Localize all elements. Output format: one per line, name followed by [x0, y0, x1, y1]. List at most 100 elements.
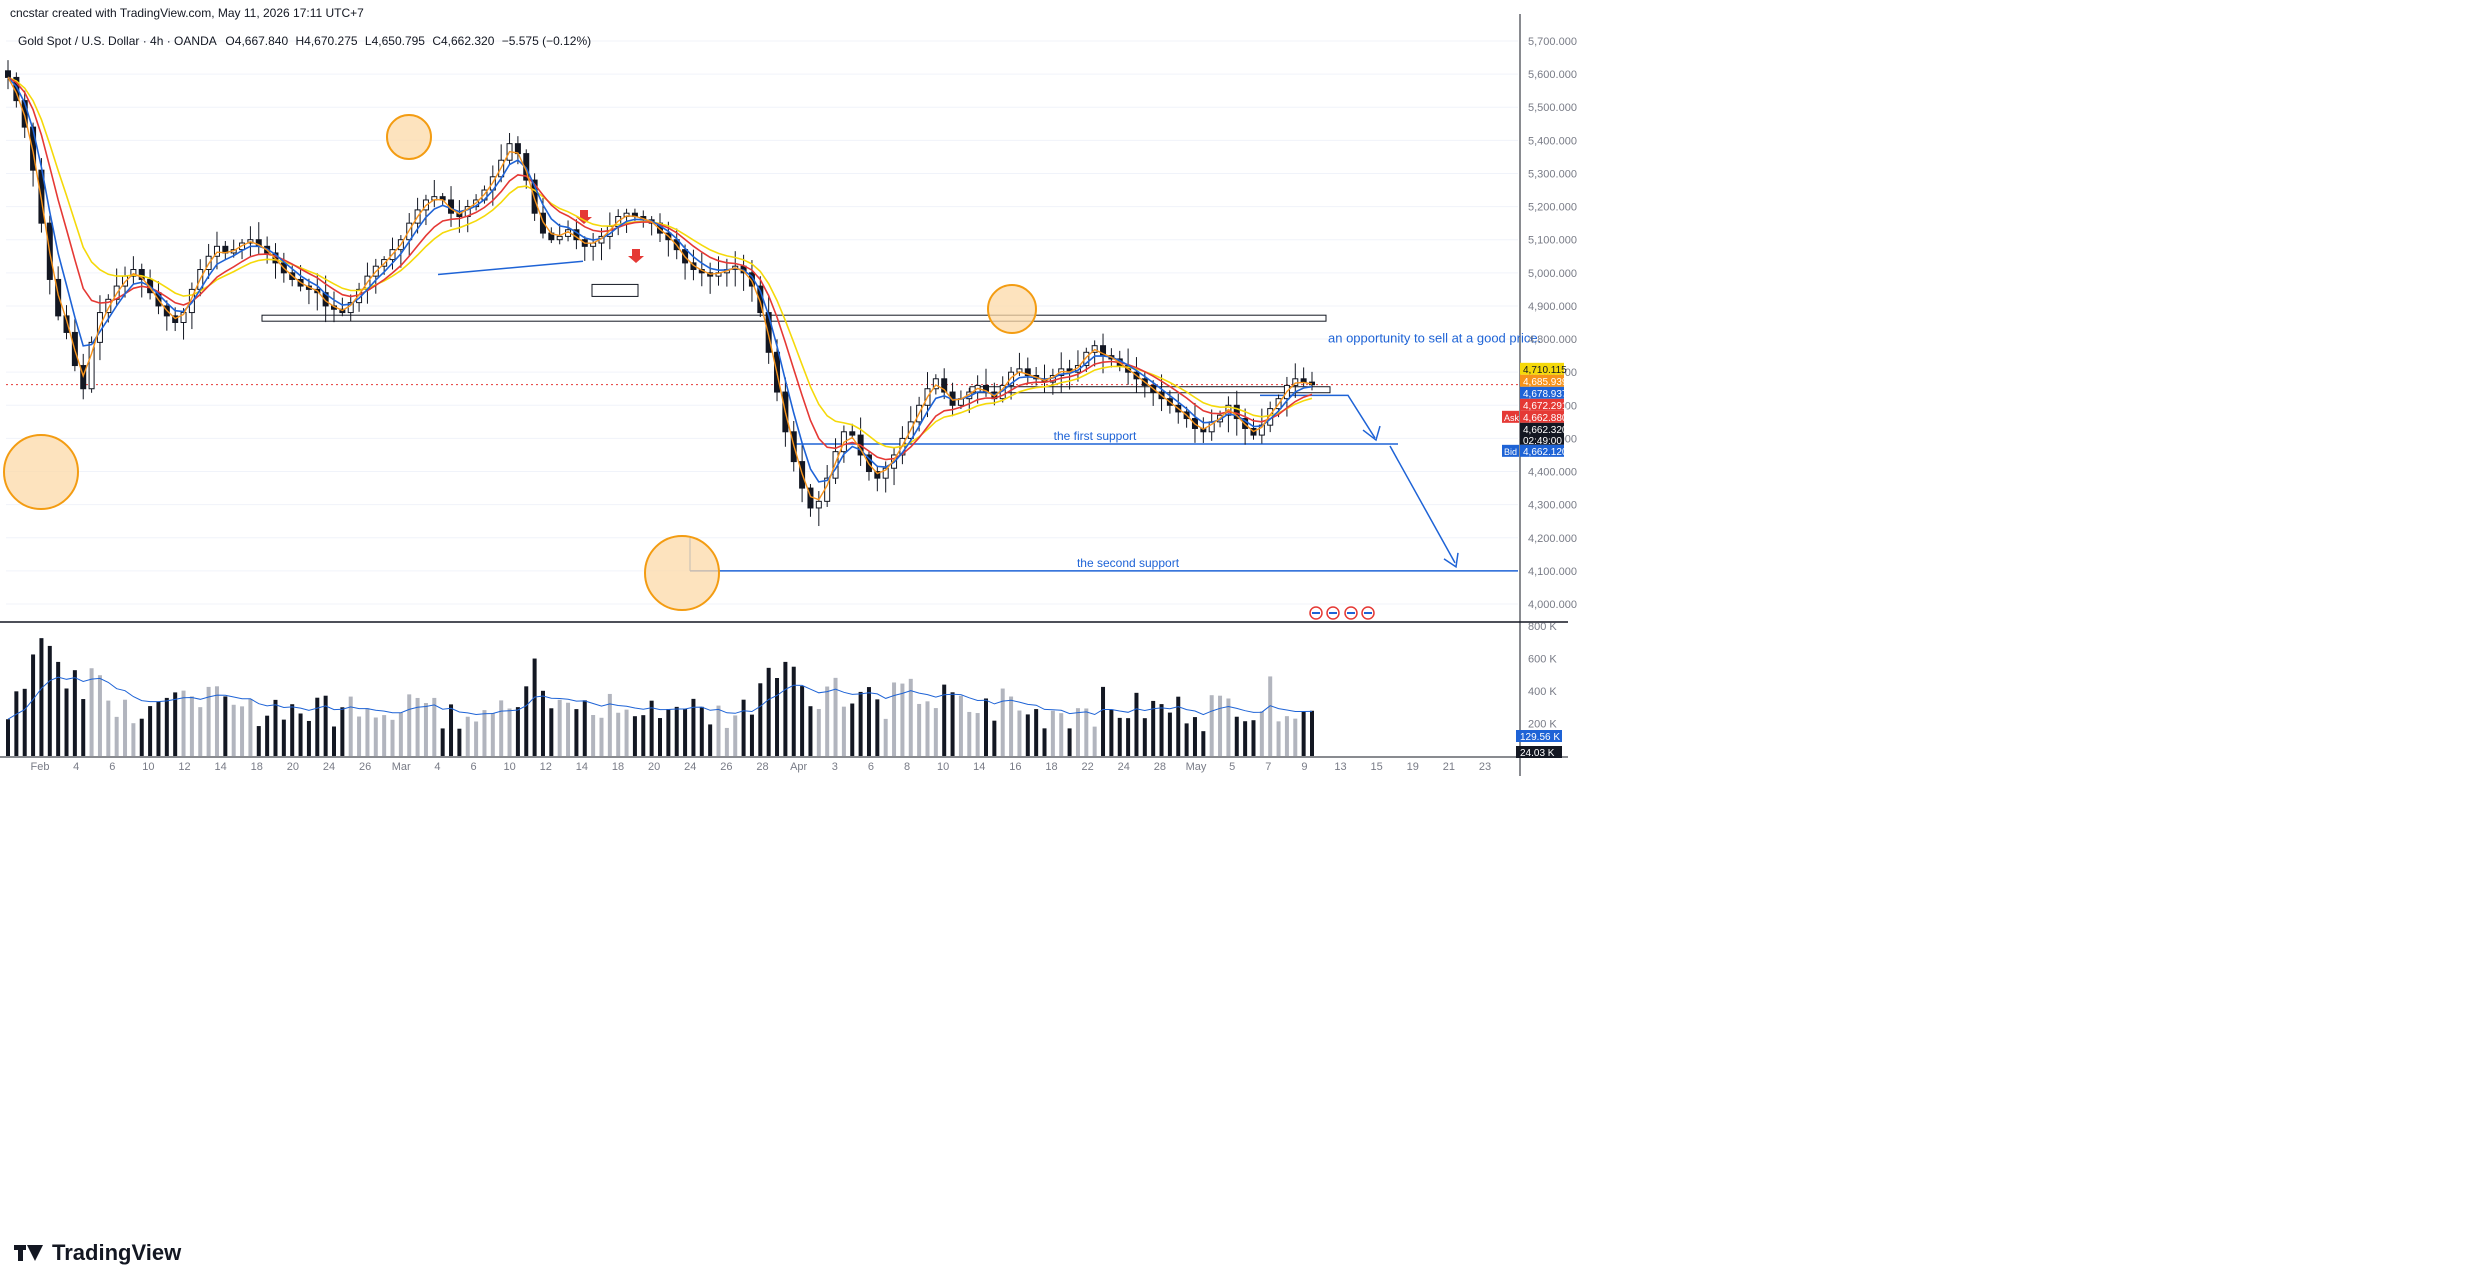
x-tick-label: 28 [1154, 761, 1166, 773]
candle-body [882, 467, 889, 479]
x-tick-label: 18 [251, 761, 263, 773]
volume-bar [432, 697, 437, 756]
candle-body [1024, 368, 1031, 376]
x-tick-label: 7 [1265, 761, 1271, 773]
symbol-title[interactable]: Gold Spot / U.S. Dollar · 4h · OANDA [18, 34, 217, 48]
volume-bar [733, 715, 738, 756]
price-label-box [1520, 374, 1564, 387]
volume-bar [783, 661, 788, 756]
volume-bar [933, 708, 938, 756]
second-support-label: the second support [1077, 556, 1180, 570]
projection-path-2 [1389, 445, 1456, 564]
x-tick-label: 14 [973, 761, 985, 773]
x-tick-label: May [1186, 761, 1207, 773]
x-tick-label: 3 [832, 761, 838, 773]
volume-bar [56, 661, 61, 756]
price-label-box [1520, 386, 1564, 399]
volume-bar [1301, 711, 1306, 756]
volume-bar [198, 707, 203, 756]
close-value: 4,662.320 [441, 34, 495, 48]
volume-bar [632, 716, 637, 756]
volume-bar [674, 706, 679, 756]
volume-tick-label: 800 K [1528, 621, 1557, 633]
volume-bar [1151, 700, 1156, 756]
candle-body [88, 341, 95, 390]
volume-bar [1234, 716, 1239, 756]
volume-bar [683, 708, 688, 756]
volume-bar [206, 686, 211, 756]
high-label: H [295, 34, 305, 48]
volume-bar [557, 699, 562, 756]
volume-bar [332, 726, 336, 756]
volume-bar [658, 718, 662, 756]
candle-body [765, 312, 772, 353]
volume-tick-label: 600 K [1528, 654, 1557, 666]
price-tag-box [1502, 444, 1519, 457]
candle-body [932, 378, 939, 390]
x-tick-label: 13 [1334, 761, 1346, 773]
volume-bar [808, 706, 813, 756]
volume-bar [114, 716, 119, 756]
volume-bar [1009, 696, 1014, 756]
candle-body [180, 312, 187, 323]
ema-mid-line [7, 76, 1313, 483]
volume-bar [14, 691, 19, 756]
volume-ma-line [7, 676, 1313, 720]
ema-long-line [7, 76, 1313, 449]
volume-bar [967, 711, 972, 756]
volume-bar [958, 695, 963, 756]
price-tag-box [1502, 410, 1519, 423]
volume-last-label-box [1516, 746, 1562, 758]
volume-bar [1159, 704, 1164, 756]
volume-bar [641, 715, 646, 756]
volume-bar [106, 700, 111, 756]
volume-bar [1109, 709, 1114, 756]
volume-bar [47, 645, 52, 756]
volume-bar [499, 700, 504, 756]
price-label-box [1520, 422, 1564, 445]
price-label-text: 4,662.320 [1523, 425, 1568, 436]
volume-bar [81, 699, 86, 756]
x-tick-label: 9 [1301, 761, 1307, 773]
volume-bar [189, 696, 194, 756]
x-tick-label: 10 [504, 761, 516, 773]
volume-bar [800, 686, 805, 756]
volume-bar [574, 709, 579, 756]
volume-bar [123, 699, 128, 756]
x-tick-label: 24 [684, 761, 696, 773]
volume-bar [148, 706, 153, 756]
x-tick-label: Feb [31, 761, 50, 773]
x-tick-label: 16 [1009, 761, 1021, 773]
x-tick-label: 26 [720, 761, 732, 773]
volume-bar [323, 695, 328, 756]
volume-bar [649, 700, 654, 756]
volume-bar [942, 684, 947, 756]
candle-body [941, 378, 948, 393]
volume-bar [449, 704, 454, 756]
volume-bar [6, 719, 10, 756]
volume-bar [97, 675, 102, 756]
volume-bar [866, 687, 871, 756]
x-tick-label: 18 [612, 761, 624, 773]
candle-body [5, 70, 11, 78]
x-tick-label: 5 [1229, 761, 1235, 773]
volume-bar [415, 697, 420, 756]
volume-bar [1251, 720, 1256, 756]
volume-bar [248, 698, 253, 756]
sell-note: an opportunity to sell at a good price. [1328, 330, 1541, 345]
candle-body [874, 471, 881, 479]
volume-bar [791, 666, 796, 756]
volume-bar [1167, 712, 1172, 756]
volume-bar [223, 696, 228, 756]
box-small [591, 283, 639, 297]
y-tick-label: 5,500.000 [1528, 102, 1577, 114]
volume-bar [1084, 708, 1089, 756]
drawings: the first support the second support an op… [3, 114, 1541, 620]
x-tick-label: 19 [1407, 761, 1419, 773]
volume-bar [984, 698, 988, 756]
candle-body [63, 315, 70, 333]
volume-pane: 129.56 K 24.03 K [6, 638, 1562, 759]
volume-tick-label: 200 K [1528, 719, 1557, 731]
y-tick-label: 5,000.000 [1528, 268, 1577, 280]
